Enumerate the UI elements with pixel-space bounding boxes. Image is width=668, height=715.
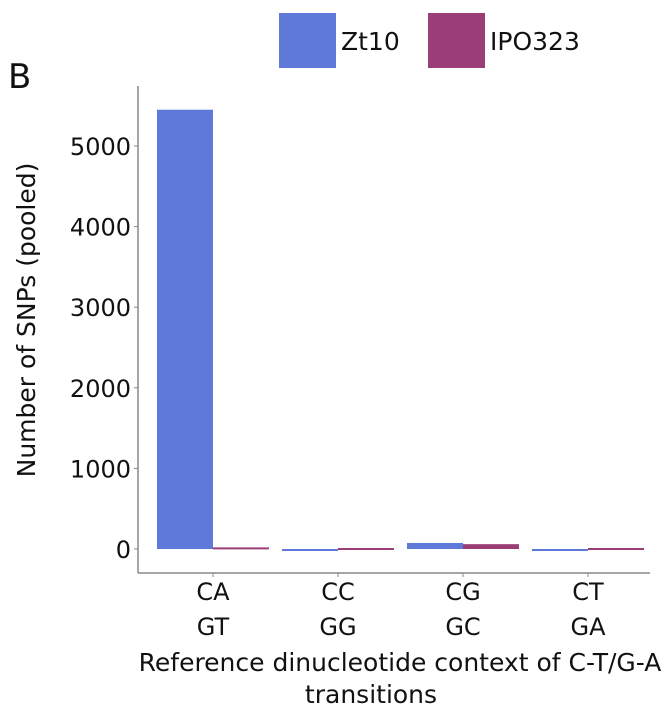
x-tick-label-bottom-1: GG xyxy=(319,613,356,641)
bar-ipo323-3 xyxy=(588,548,644,550)
bar-zt10-0 xyxy=(157,109,213,549)
x-tick-label-top-3: CT xyxy=(572,578,604,606)
x-axis-ticks: CA GT CC GG CG GC CT GA xyxy=(196,573,606,641)
x-tick-label-bottom-2: GC xyxy=(445,613,480,641)
bar-zt10-2 xyxy=(407,542,463,549)
bar-zt10-1 xyxy=(282,549,338,551)
legend: Zt10 IPO323 xyxy=(279,13,580,68)
y-tick-label-1: 1000 xyxy=(70,455,131,483)
bars-group xyxy=(157,109,644,551)
y-axis-ticks: 0 1000 2000 3000 4000 5000 xyxy=(70,133,138,564)
x-tick-label-bottom-0: GT xyxy=(197,613,230,641)
y-tick-label-0: 0 xyxy=(116,536,131,564)
y-tick-label-3: 3000 xyxy=(70,294,131,322)
y-tick-label-4: 4000 xyxy=(70,214,131,242)
legend-swatch-zt10 xyxy=(279,13,336,68)
x-axis-title-line-2: transitions xyxy=(305,680,437,709)
x-axis-title-line-1: Reference dinucleotide context of C-T/G-… xyxy=(139,648,662,677)
panel-label: B xyxy=(8,57,31,97)
x-tick-label-top-2: CG xyxy=(445,578,480,606)
legend-label-zt10: Zt10 xyxy=(341,27,400,56)
x-tick-label-bottom-3: GA xyxy=(570,613,606,641)
y-axis-title: Number of SNPs (pooled) xyxy=(12,163,41,478)
bar-ipo323-2 xyxy=(463,544,519,549)
legend-swatch-ipo323 xyxy=(428,13,485,68)
x-tick-label-top-0: CA xyxy=(196,578,230,606)
bar-ipo323-1 xyxy=(338,548,394,550)
y-tick-label-2: 2000 xyxy=(70,375,131,403)
legend-label-ipo323: IPO323 xyxy=(490,27,580,56)
y-tick-label-5: 5000 xyxy=(70,133,131,161)
bar-zt10-3 xyxy=(532,549,588,551)
bar-ipo323-0 xyxy=(213,547,269,550)
x-tick-label-top-1: CC xyxy=(321,578,355,606)
